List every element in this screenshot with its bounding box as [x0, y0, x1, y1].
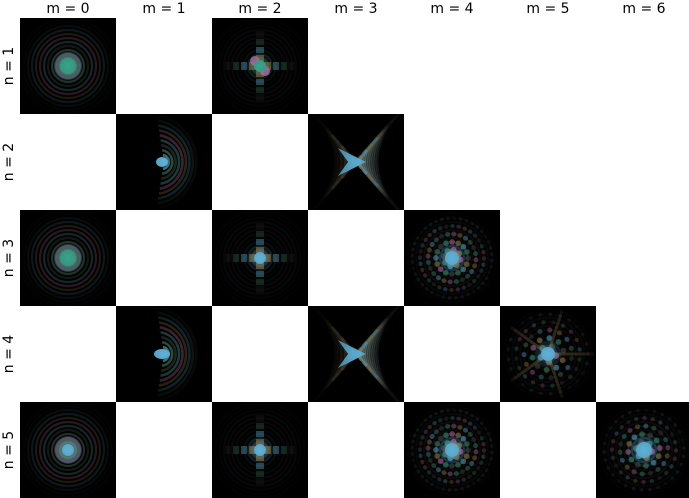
column-label-m6: m = 6 — [622, 1, 666, 17]
pattern-cell-n5-m4 — [404, 402, 500, 498]
column-label-m5: m = 5 — [526, 1, 570, 17]
pattern-cell-n1-m2 — [212, 18, 308, 114]
column-label-m0: m = 0 — [46, 1, 90, 17]
pattern-image — [308, 114, 404, 210]
column-label-m2: m = 2 — [238, 1, 282, 17]
pattern-image — [212, 18, 308, 114]
pattern-cell-n5-m0 — [20, 402, 116, 498]
row-label-n4: n = 4 — [0, 306, 18, 402]
row-label-n1: n = 1 — [0, 18, 18, 114]
row-label-text: n = 5 — [1, 430, 17, 470]
row-label-n2: n = 2 — [0, 114, 18, 210]
pattern-image — [20, 18, 116, 114]
pattern-cell-n4-m1 — [116, 306, 212, 402]
column-label-m4: m = 4 — [430, 1, 474, 17]
pattern-cell-n3-m4 — [404, 210, 500, 306]
pattern-image — [404, 210, 500, 306]
pattern-image — [500, 306, 596, 402]
column-label-m3: m = 3 — [334, 1, 378, 17]
pattern-cell-n5-m2 — [212, 402, 308, 498]
pattern-image — [116, 114, 212, 210]
row-label-text: n = 4 — [1, 334, 17, 374]
pattern-image — [308, 306, 404, 402]
pattern-image — [212, 402, 308, 498]
pattern-image — [404, 402, 500, 498]
row-label-n5: n = 5 — [0, 402, 18, 498]
pattern-image — [116, 306, 212, 402]
row-label-text: n = 3 — [1, 238, 17, 278]
column-label-m1: m = 1 — [142, 1, 186, 17]
pattern-cell-n2-m1 — [116, 114, 212, 210]
pattern-image — [596, 402, 689, 498]
row-label-n3: n = 3 — [0, 210, 18, 306]
pattern-cell-n3-m0 — [20, 210, 116, 306]
pattern-image — [212, 210, 308, 306]
pattern-image — [20, 402, 116, 498]
pattern-cell-n3-m2 — [212, 210, 308, 306]
pattern-cell-n2-m3 — [308, 114, 404, 210]
pattern-image — [20, 210, 116, 306]
pattern-cell-n5-m6 — [596, 402, 689, 498]
pattern-cell-n4-m3 — [308, 306, 404, 402]
row-label-text: n = 2 — [1, 142, 17, 182]
row-label-text: n = 1 — [1, 46, 17, 86]
pattern-cell-n1-m0 — [20, 18, 116, 114]
pattern-cell-n4-m5 — [500, 306, 596, 402]
